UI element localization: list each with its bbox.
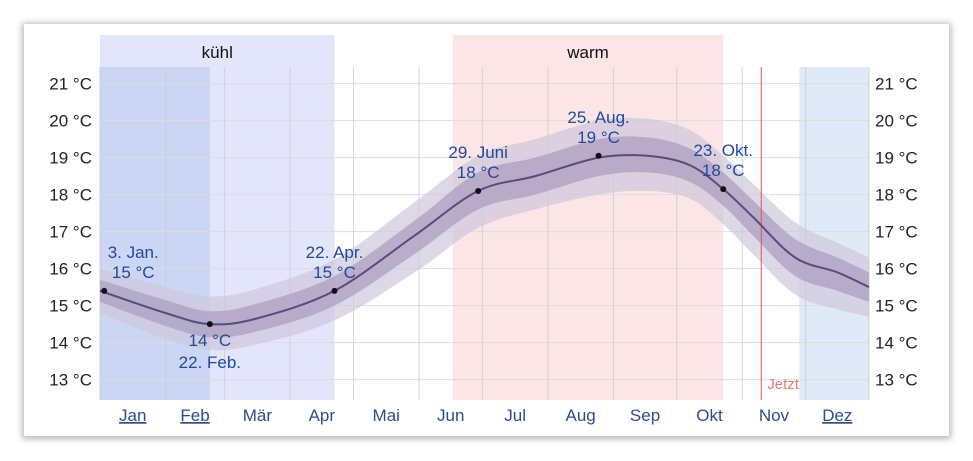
y-tick-left-3: 18 °C xyxy=(49,186,92,205)
month-label-nov: Nov xyxy=(759,406,790,425)
y-tick-left-4: 17 °C xyxy=(49,223,92,242)
average-temperature-line xyxy=(99,153,870,326)
y-tick-right-1: 20 °C xyxy=(875,112,918,131)
month-label-okt: Okt xyxy=(696,406,723,425)
annotation-3-temp: 18 °C xyxy=(457,163,500,182)
annotation-4-date: 25. Aug. xyxy=(567,108,629,127)
annotation-labels: 3. Jan.15 °C14 °C22. Feb.22. Apr.15 °C29… xyxy=(108,108,753,372)
y-tick-right-6: 15 °C xyxy=(875,297,918,316)
annotation-point-1 xyxy=(206,321,213,328)
average-line xyxy=(99,153,870,326)
annotation-2-temp: 15 °C xyxy=(313,263,356,282)
y-tick-right-5: 16 °C xyxy=(875,260,918,279)
month-label-sep: Sep xyxy=(630,406,660,425)
temperature-chart: kühl warm Jetzt 3. Jan.15 °C14 °C22. Feb.… xyxy=(49,35,918,425)
month-labels: Jan Feb Mär Apr Mai Jun Jul Aug Sep Okt Nov Dez xyxy=(119,406,852,425)
y-axis-labels: 21 °C 21 °C 20 °C 20 °C 19 °C 19 °C 18 °C 18 °C… xyxy=(49,75,917,390)
annotation-0-temp: 15 °C xyxy=(112,263,155,282)
annotation-point-2 xyxy=(331,287,338,294)
annotation-3-date: 29. Juni xyxy=(448,143,508,162)
y-tick-right-4: 17 °C xyxy=(875,223,918,242)
annotation-5-date: 23. Okt. xyxy=(693,141,753,160)
month-label-mär: Mär xyxy=(243,406,273,425)
y-tick-left-6: 15 °C xyxy=(49,297,92,316)
month-label-jul: Jul xyxy=(504,406,526,425)
y-tick-right-0: 21 °C xyxy=(875,75,918,94)
y-tick-left-5: 16 °C xyxy=(49,260,92,279)
season-label-0: kühl xyxy=(202,43,233,62)
month-label-apr: Apr xyxy=(309,406,336,425)
month-label-feb: Feb xyxy=(180,406,209,425)
annotation-1-date: 22. Feb. xyxy=(179,353,241,372)
y-tick-right-3: 18 °C xyxy=(875,186,918,205)
annotation-point-4 xyxy=(595,152,602,159)
month-label-jun: Jun xyxy=(437,406,464,425)
annotation-4-temp: 19 °C xyxy=(577,128,620,147)
y-tick-left-0: 21 °C xyxy=(49,75,92,94)
annotation-point-0 xyxy=(101,287,108,294)
y-tick-right-7: 14 °C xyxy=(875,334,918,353)
annotation-point-3 xyxy=(475,187,482,194)
annotation-2-date: 22. Apr. xyxy=(306,243,364,262)
month-label-aug: Aug xyxy=(566,406,596,425)
y-tick-right-8: 13 °C xyxy=(875,371,918,390)
now-marker: Jetzt xyxy=(760,67,800,400)
y-tick-left-2: 19 °C xyxy=(49,149,92,168)
month-label-jan: Jan xyxy=(119,406,146,425)
y-tick-left-7: 14 °C xyxy=(49,334,92,353)
y-tick-left-1: 20 °C xyxy=(49,112,92,131)
temperature-chart-card: kühl warm Jetzt 3. Jan. 15 °C 14 °C 22. Feb.… xyxy=(24,24,949,436)
annotation-point-5 xyxy=(720,186,727,193)
season-label-1: warm xyxy=(566,43,609,62)
y-tick-right-2: 19 °C xyxy=(875,149,918,168)
y-tick-left-8: 13 °C xyxy=(49,371,92,390)
annotation-5-temp: 18 °C xyxy=(702,161,745,180)
month-label-mai: Mai xyxy=(373,406,400,425)
annotation-points xyxy=(101,152,727,328)
month-label-dez: Dez xyxy=(822,406,852,425)
annotation-1-temp: 14 °C xyxy=(188,331,231,350)
now-label: Jetzt xyxy=(767,376,800,393)
annotation-0-date: 3. Jan. xyxy=(108,243,159,262)
